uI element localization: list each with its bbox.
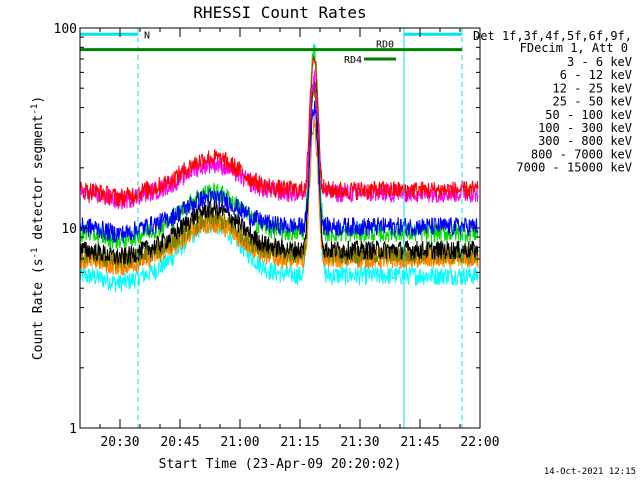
series-layer	[79, 43, 479, 293]
x-tick-label-6: 22:00	[460, 435, 499, 450]
marker-layer: N RD0 RD4	[79, 28, 463, 428]
y-axis-label-sup: -1	[30, 248, 40, 259]
x-tick-label-3: 21:15	[280, 435, 319, 450]
series-line-2	[79, 44, 479, 249]
axis-layer: 20:30 20:45 21:00 21:15 21:30 21:45 22:00 1 10 10…	[54, 22, 500, 450]
x-axis-label: Start Time (23-Apr-09 20:20:02)	[159, 457, 402, 472]
y-axis-label-sup-2: -1	[30, 104, 40, 115]
x-tick-label-1: 20:45	[160, 435, 199, 450]
series-line-5	[79, 56, 479, 207]
legend-entry-5: 100 - 300 keV	[538, 121, 632, 135]
y-tick-label-2: 100	[54, 22, 77, 37]
y-axis-label-end: )	[31, 96, 46, 104]
chart-title: RHESSI Count Rates	[193, 3, 366, 22]
legend-entry-7: 800 - 7000 keV	[531, 147, 632, 161]
y-axis-label-mid: detector segment	[31, 115, 46, 248]
legend-entry-4: 50 - 100 keV	[545, 108, 632, 122]
attenuator-label-rd4: RD4	[344, 55, 362, 66]
y-axis-label: Count Rate (s-1 detector segment-1)	[30, 96, 46, 360]
x-tick-label-2: 21:00	[220, 435, 259, 450]
x-tick-label-5: 21:45	[400, 435, 439, 450]
legend-entry-2: 12 - 25 keV	[553, 81, 632, 95]
y-tick-label-0: 1	[69, 422, 77, 437]
series-line-3	[79, 43, 479, 293]
legend-entry-3: 25 - 50 keV	[553, 95, 632, 109]
legend-entry-8: 7000 - 15000 keV	[516, 161, 632, 175]
legend-entry-6: 300 - 800 keV	[538, 134, 632, 148]
x-tick-label-0: 20:30	[100, 435, 139, 450]
x-tick-label-4: 21:30	[340, 435, 379, 450]
y-tick-label-1: 10	[61, 222, 77, 237]
legend: Det 1f,3f,4f,5f,6f,9f, FDecim 1, Att 0 3…	[473, 29, 632, 175]
legend-entry-1: 6 - 12 keV	[560, 68, 632, 82]
legend-entry-0: 3 - 6 keV	[567, 55, 632, 69]
legend-header-2: FDecim 1, Att 0	[520, 41, 628, 55]
y-axis-label-main: Count Rate (s	[31, 258, 46, 360]
attenuator-label-rd0: RD0	[376, 40, 394, 51]
series-line-6	[79, 100, 479, 244]
series-line-0	[79, 74, 479, 265]
timestamp: 14-Oct-2021 12:15	[544, 467, 636, 477]
attenuator-label-n: N	[144, 30, 150, 41]
legend-header-1: Det 1f,3f,4f,5f,6f,9f,	[473, 29, 632, 43]
